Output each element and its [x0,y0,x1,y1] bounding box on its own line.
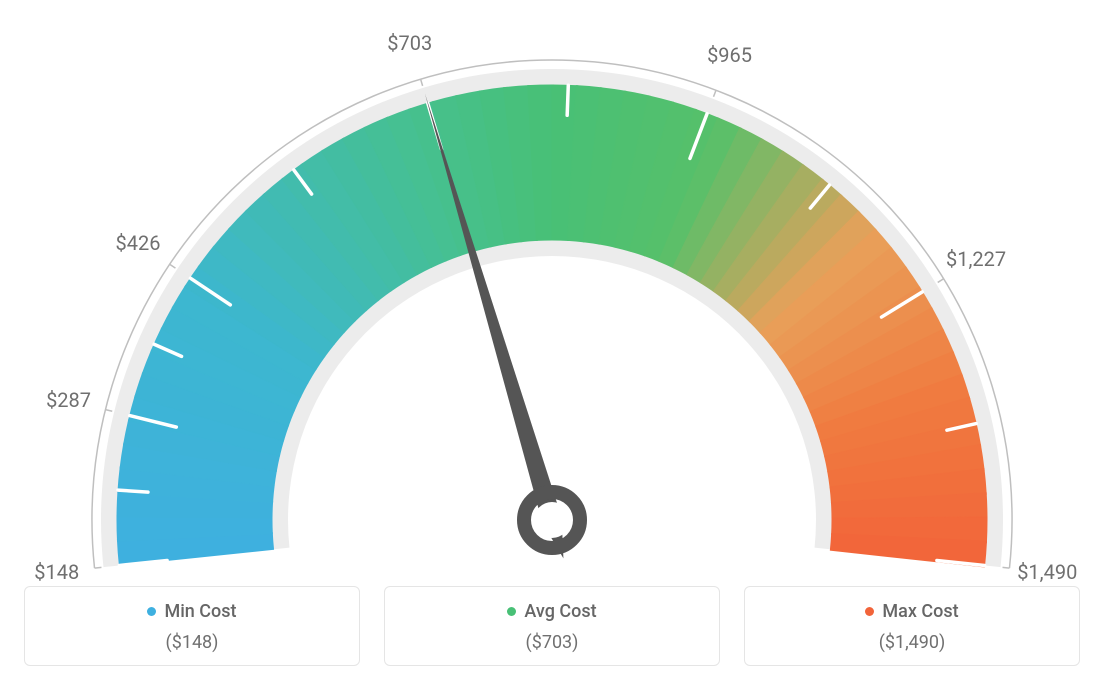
gauge-tick-label: $287 [46,388,91,412]
legend-title-text-min: Min Cost [164,601,236,622]
legend-value-min: ($148) [25,632,359,653]
dot-icon-max [865,607,874,616]
legend-title-text-max: Max Cost [882,601,958,622]
legend-row: Min Cost ($148) Avg Cost ($703) Max Cost… [0,586,1104,666]
legend-value-avg: ($703) [385,632,719,653]
legend-card-min: Min Cost ($148) [24,586,360,666]
gauge-tick-label: $965 [707,43,752,67]
dot-icon-min [147,607,156,616]
legend-card-max: Max Cost ($1,490) [744,586,1080,666]
gauge-tick-label: $1,490 [1017,560,1077,584]
legend-title-avg: Avg Cost [507,601,596,622]
legend-card-avg: Avg Cost ($703) [384,586,720,666]
gauge-svg [0,0,1104,580]
gauge-tick-label: $703 [387,31,432,55]
gauge-tick-label: $1,227 [946,247,1006,271]
cost-gauge-chart: $148 $287 $426 $703 $965 $1,227 $1,490 Min Cos… [0,0,1104,690]
dot-icon-avg [507,607,516,616]
legend-title-text-avg: Avg Cost [524,601,596,622]
legend-title-min: Min Cost [147,601,236,622]
legend-value-max: ($1,490) [745,632,1079,653]
gauge-tick-label: $148 [34,560,79,584]
gauge-tick-label: $426 [116,231,161,255]
legend-title-max: Max Cost [865,601,958,622]
